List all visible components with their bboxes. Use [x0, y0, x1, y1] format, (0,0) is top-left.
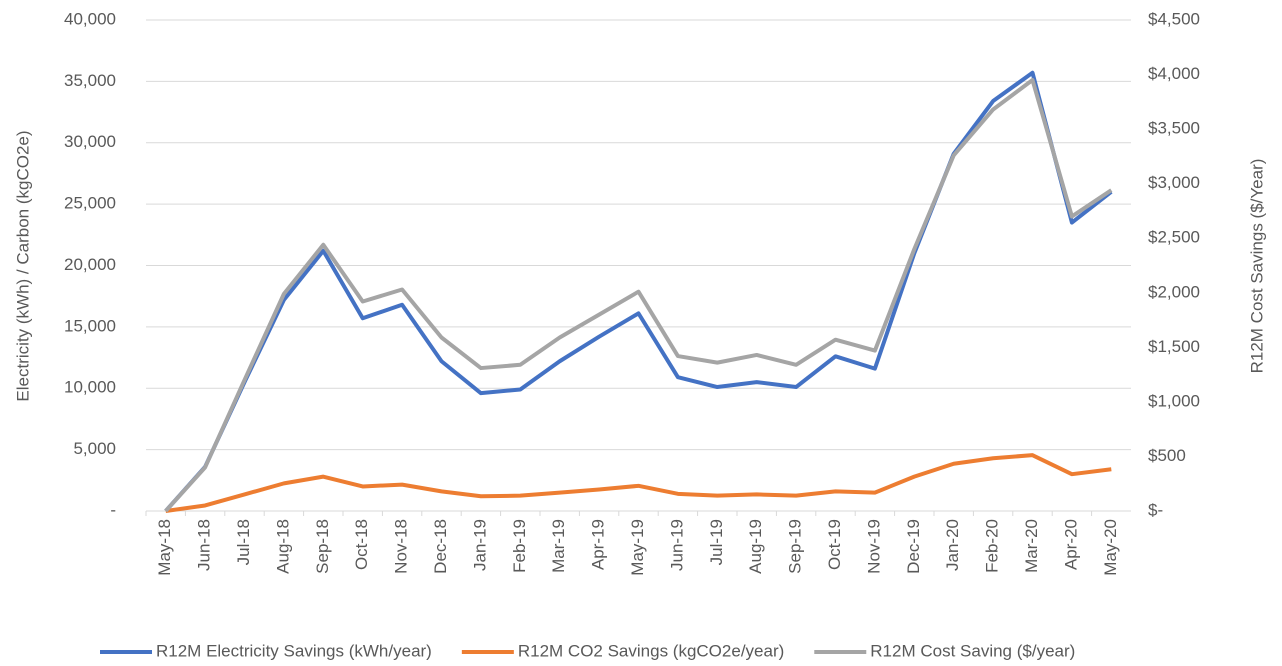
x-tick-label: Jun-19 — [667, 519, 686, 571]
x-tick-label: Jul-19 — [707, 519, 726, 565]
y-tick-label: 40,000 — [64, 9, 116, 28]
x-tick-label: Aug-18 — [273, 519, 292, 574]
x-tick-label: Feb-20 — [983, 519, 1002, 573]
x-tick-label: May-19 — [628, 519, 647, 576]
y-tick-label: 5,000 — [73, 439, 116, 458]
y-tick-label: 30,000 — [64, 132, 116, 151]
y2-tick-label: $2,000 — [1148, 282, 1200, 301]
legend-label: R12M Cost Saving ($/year) — [870, 641, 1075, 660]
x-tick-label: Dec-18 — [431, 519, 450, 574]
y2-tick-label: $2,500 — [1148, 228, 1200, 247]
x-tick-label: Aug-19 — [746, 519, 765, 574]
x-tick-label: Nov-19 — [864, 519, 883, 574]
y-tick-label: 35,000 — [64, 71, 116, 90]
y-tick-label: - — [110, 500, 116, 519]
x-tick-label: Mar-19 — [549, 519, 568, 573]
y2-tick-label: $1,500 — [1148, 337, 1200, 356]
x-tick-label: Oct-19 — [825, 519, 844, 570]
x-tick-label: Jun-18 — [195, 519, 214, 571]
y2-tick-label: $4,500 — [1148, 9, 1200, 28]
x-tick-label: Oct-18 — [352, 519, 371, 570]
x-tick-label: May-20 — [1101, 519, 1120, 576]
y-axis-title: Electricity (kWh) / Carbon (kgCO2e) — [13, 130, 32, 401]
x-tick-label: Sep-18 — [313, 519, 332, 574]
y2-tick-label: $- — [1148, 500, 1163, 519]
x-tick-label: Sep-19 — [786, 519, 805, 574]
y2-tick-label: $1,000 — [1148, 391, 1200, 410]
legend-label: R12M CO2 Savings (kgCO2e/year) — [518, 641, 784, 660]
x-tick-label: Jan-19 — [470, 519, 489, 571]
y-tick-label: 20,000 — [64, 255, 116, 274]
y-tick-label: 10,000 — [64, 378, 116, 397]
series-line — [165, 453, 1112, 513]
y-tick-label: 15,000 — [64, 316, 116, 335]
x-tick-label: Apr-19 — [589, 519, 608, 570]
y2-tick-label: $4,000 — [1148, 64, 1200, 83]
y2-tick-label: $3,500 — [1148, 119, 1200, 138]
x-tick-label: Jul-18 — [234, 519, 253, 565]
x-tick-label: Jan-20 — [943, 519, 962, 571]
y2-tick-label: $500 — [1148, 446, 1186, 465]
x-tick-label: Mar-20 — [1022, 519, 1041, 573]
x-tick-label: Feb-19 — [510, 519, 529, 573]
y-tick-label: 25,000 — [64, 194, 116, 213]
x-tick-label: May-18 — [155, 519, 174, 576]
x-tick-label: Dec-19 — [904, 519, 923, 574]
series-line — [164, 78, 1113, 513]
y2-tick-label: $3,000 — [1148, 173, 1200, 192]
x-tick-label: Nov-18 — [392, 519, 411, 574]
y2-axis-title: R12M Cost Savings ($/Year) — [1247, 159, 1266, 374]
x-tick-label: Apr-20 — [1061, 519, 1080, 570]
legend-label: R12M Electricity Savings (kWh/year) — [156, 641, 432, 660]
